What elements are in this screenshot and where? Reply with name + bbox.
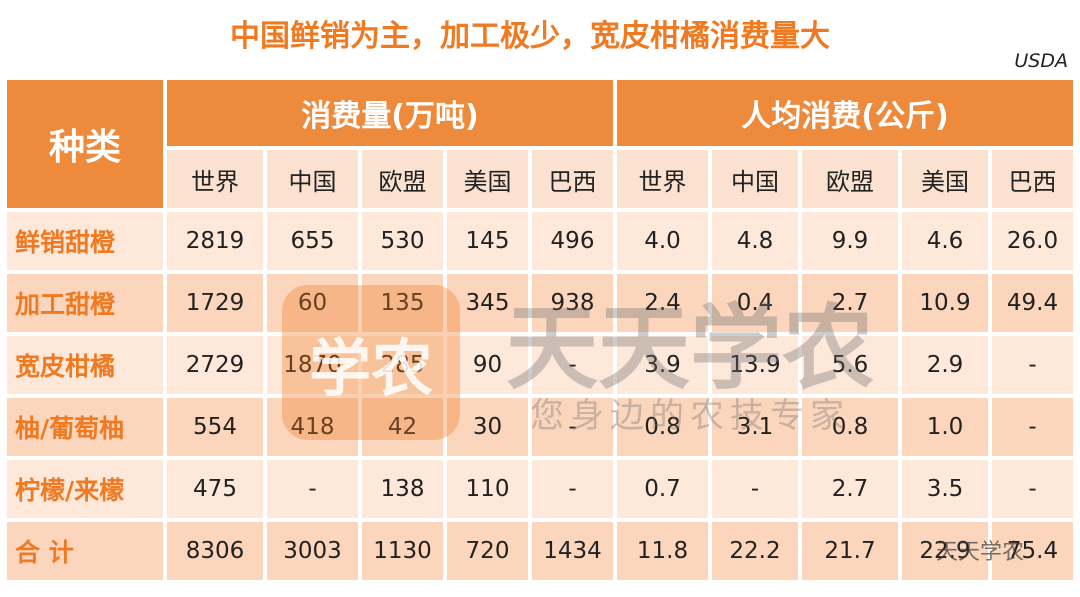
cell: - <box>265 458 360 520</box>
cell: 938 <box>530 272 615 334</box>
cell: - <box>990 334 1075 396</box>
wechat-mark: 天天学农 <box>935 540 1024 565</box>
cell: - <box>990 396 1075 458</box>
cell: 138 <box>360 458 445 520</box>
cell: 418 <box>265 396 360 458</box>
cell: 2.9 <box>900 334 990 396</box>
cell: 2.4 <box>615 272 710 334</box>
cell: 30 <box>445 396 530 458</box>
cell: 22.2 <box>710 520 800 582</box>
cell: 0.4 <box>710 272 800 334</box>
row-label: 宽皮柑橘 <box>5 334 165 396</box>
cell: 475 <box>165 458 265 520</box>
watermark-slogan: 您身边的农技专家 <box>530 396 850 436</box>
cell: 10.9 <box>900 272 990 334</box>
column-header: 中国 <box>710 148 800 210</box>
group-header: 消费量(万吨) <box>165 78 615 148</box>
column-header: 欧盟 <box>360 148 445 210</box>
cell: 8306 <box>165 520 265 582</box>
cell: 5.6 <box>800 334 900 396</box>
cell: 496 <box>530 210 615 272</box>
cell: 3.9 <box>615 334 710 396</box>
cell: 21.7 <box>800 520 900 582</box>
group-header: 人均消费(公斤) <box>615 78 1075 148</box>
cell: 3.1 <box>710 396 800 458</box>
cell: 0.7 <box>615 458 710 520</box>
cell: - <box>710 458 800 520</box>
cell: - <box>530 458 615 520</box>
column-header: 巴西 <box>530 148 615 210</box>
cell: 2.7 <box>800 458 900 520</box>
watermark-brand: 天天学农 <box>505 294 874 402</box>
row-label: 鲜销甜橙 <box>5 210 165 272</box>
cell: 4.0 <box>615 210 710 272</box>
column-header: 中国 <box>265 148 360 210</box>
watermark-logo: 学农 <box>282 285 460 440</box>
cell: 49.4 <box>990 272 1075 334</box>
cell: 2819 <box>165 210 265 272</box>
cell: 655 <box>265 210 360 272</box>
cell: 2.7 <box>800 272 900 334</box>
cell: 0.8 <box>615 396 710 458</box>
cell: - <box>530 396 615 458</box>
cell: 42 <box>360 396 445 458</box>
cell: 2729 <box>165 334 265 396</box>
cell: 135 <box>360 272 445 334</box>
cell: 1729 <box>165 272 265 334</box>
title: 中国鲜销为主，加工极少，宽皮柑橘消费量大 <box>230 19 830 54</box>
cell: 1434 <box>530 520 615 582</box>
column-header: 美国 <box>445 148 530 210</box>
cell: 720 <box>445 520 530 582</box>
row-label: 柚/葡萄柚 <box>5 396 165 458</box>
column-header: 世界 <box>615 148 710 210</box>
row-label: 加工甜橙 <box>5 272 165 334</box>
cell: 285 <box>360 334 445 396</box>
cell: 4.8 <box>710 210 800 272</box>
column-header: 巴西 <box>990 148 1075 210</box>
cell: 1870 <box>265 334 360 396</box>
cell: 345 <box>445 272 530 334</box>
cell: 11.8 <box>615 520 710 582</box>
cell: 90 <box>445 334 530 396</box>
cell: 0.8 <box>800 396 900 458</box>
cell: 145 <box>445 210 530 272</box>
cell: 60 <box>265 272 360 334</box>
row-label: 柠檬/来檬 <box>5 458 165 520</box>
cell: 554 <box>165 396 265 458</box>
column-header: 美国 <box>900 148 990 210</box>
cell: 13.9 <box>710 334 800 396</box>
cell: 75.4 <box>990 520 1075 582</box>
cell: 1130 <box>360 520 445 582</box>
source: USDA <box>1014 50 1068 72</box>
row-label: 合 计 <box>5 520 165 582</box>
cell: 3.5 <box>900 458 990 520</box>
corner-header: 种类 <box>5 78 165 210</box>
cell: 110 <box>445 458 530 520</box>
column-header: 世界 <box>165 148 265 210</box>
cell: - <box>530 334 615 396</box>
cell: 1.0 <box>900 396 990 458</box>
cell: 26.0 <box>990 210 1075 272</box>
cell: 22.9 <box>900 520 990 582</box>
cell: 9.9 <box>800 210 900 272</box>
column-header: 欧盟 <box>800 148 900 210</box>
cell: 530 <box>360 210 445 272</box>
cell: 3003 <box>265 520 360 582</box>
cell: 4.6 <box>900 210 990 272</box>
cell: - <box>990 458 1075 520</box>
